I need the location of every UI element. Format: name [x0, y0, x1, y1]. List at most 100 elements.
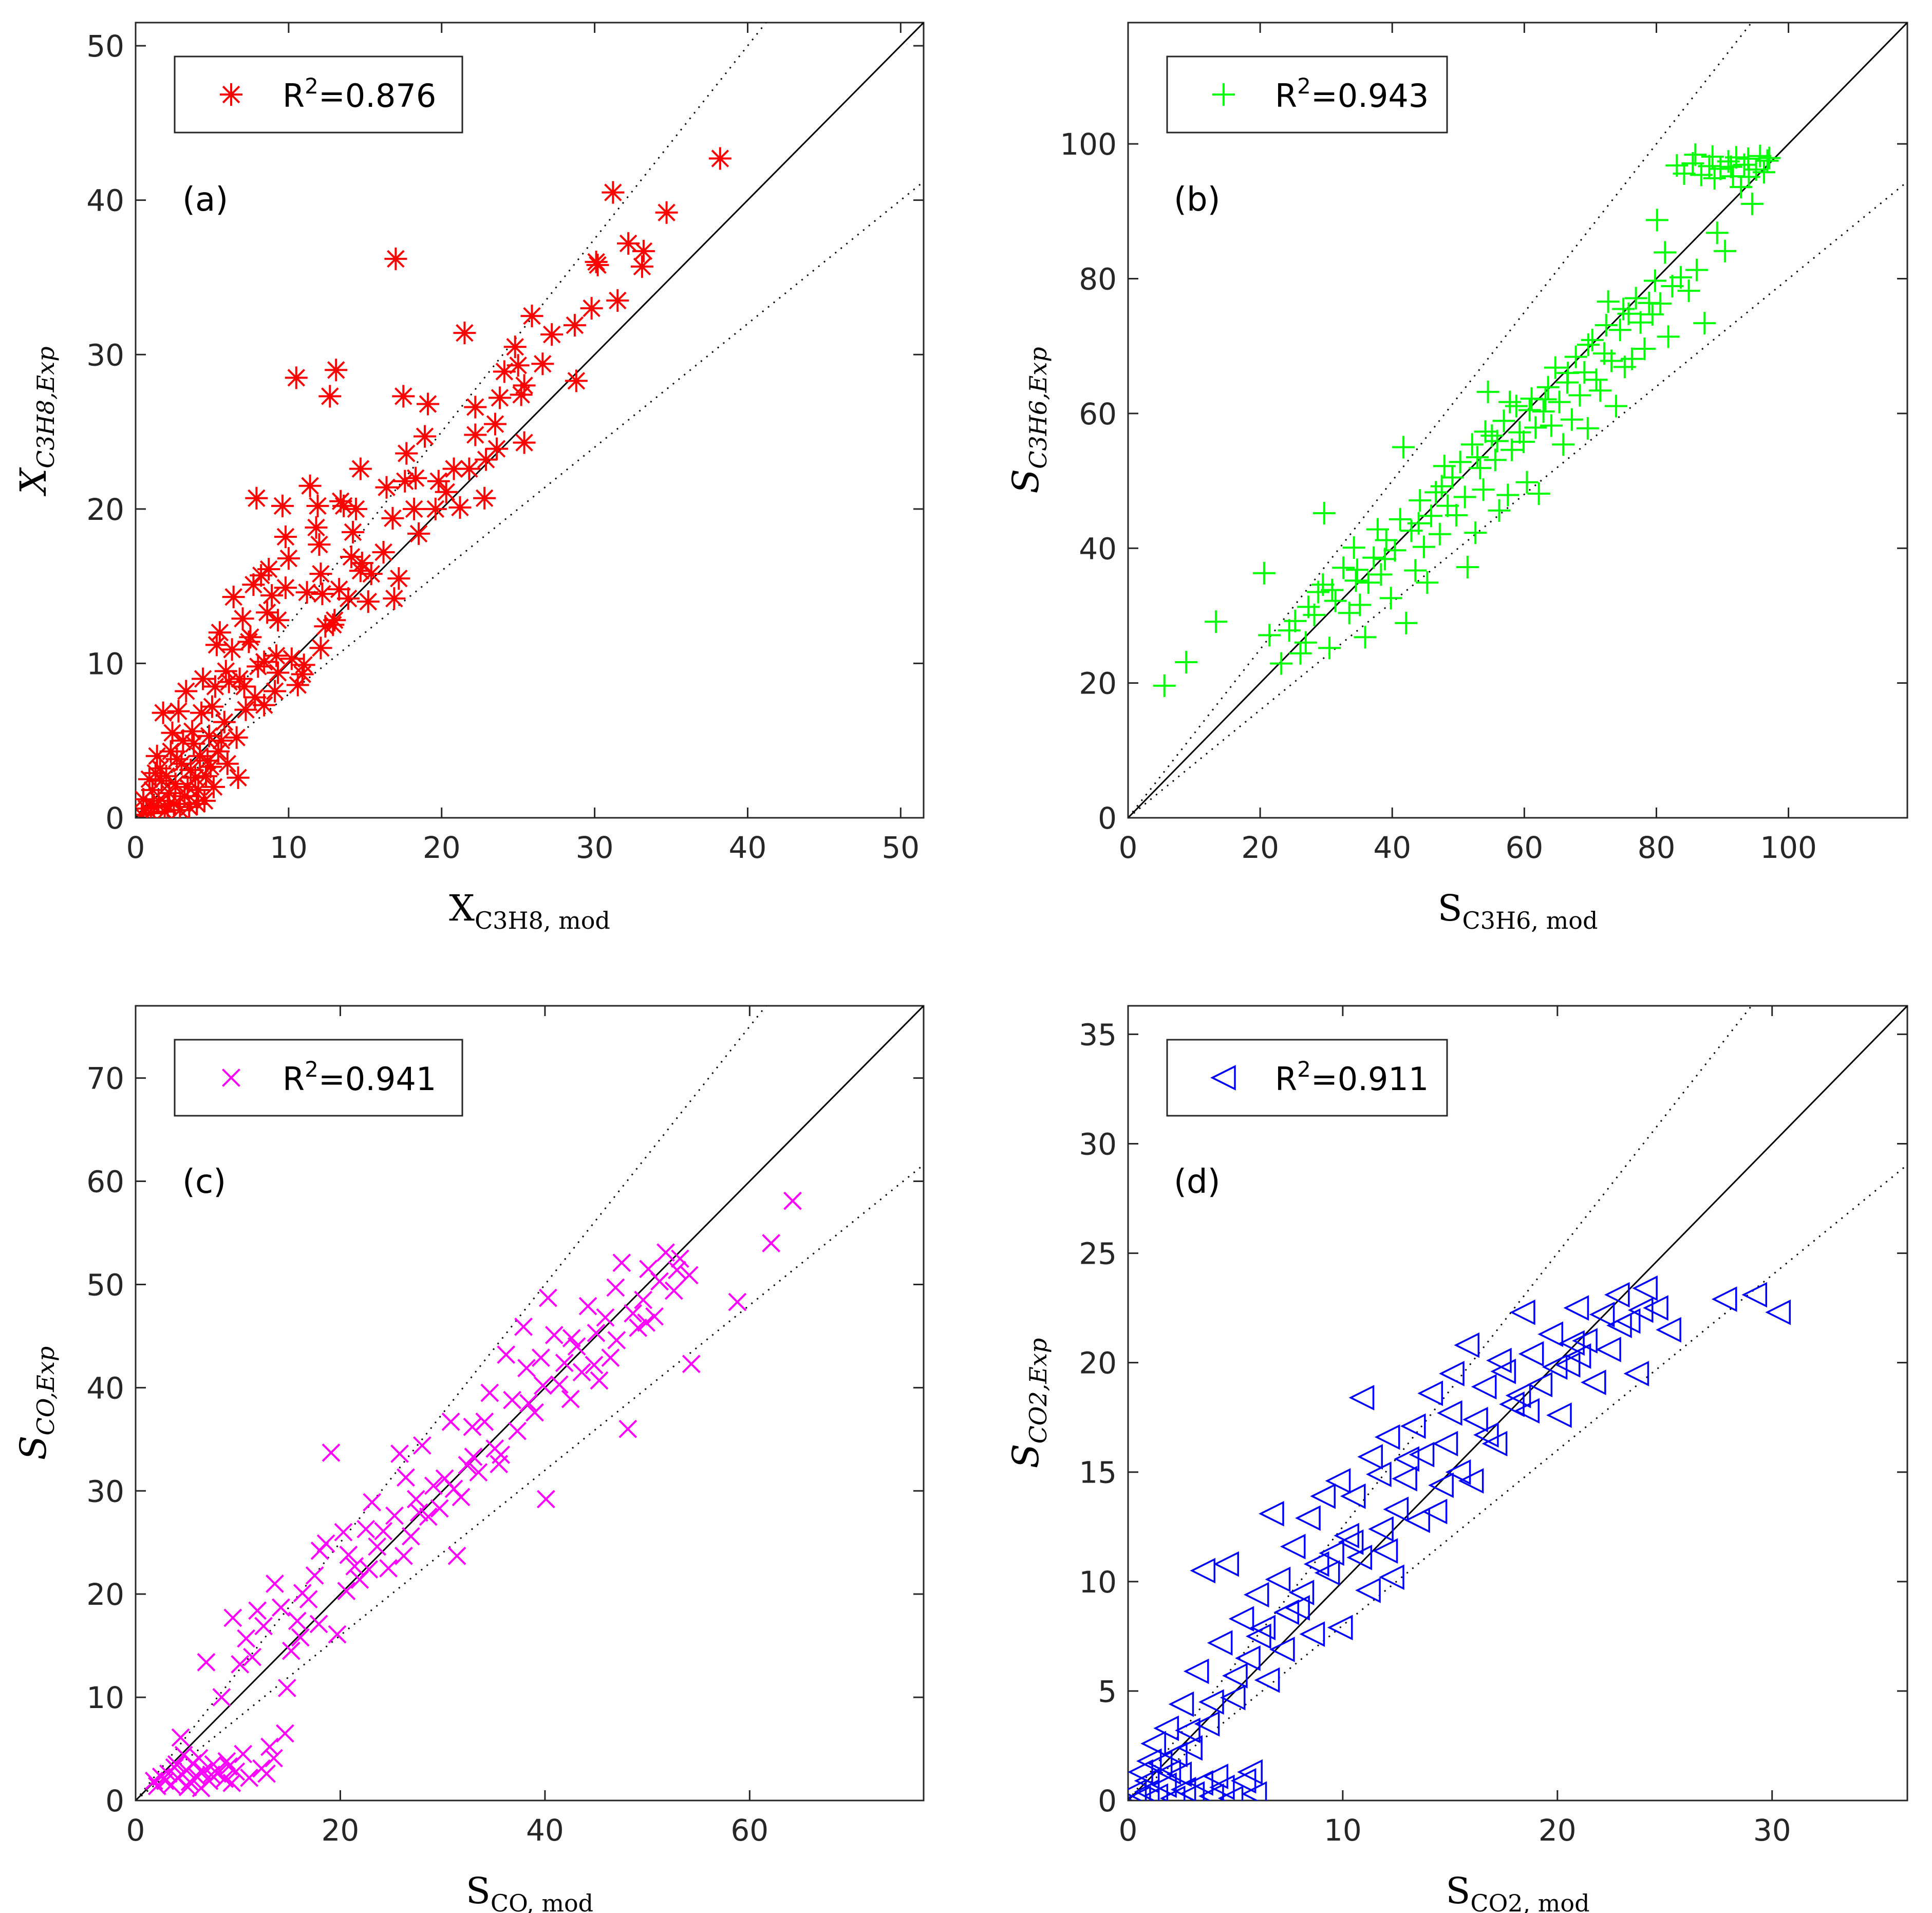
data-point [212, 1688, 231, 1707]
panel-tag: (d) [1174, 1163, 1221, 1201]
data-point [1753, 161, 1776, 184]
data-point [1252, 561, 1276, 585]
data-point [1677, 279, 1700, 303]
y-tick-label: 0 [1098, 1784, 1117, 1818]
data-point [1563, 1295, 1589, 1321]
x-tick-label: 20 [322, 1813, 360, 1848]
data-point [158, 781, 181, 804]
data-point [1284, 1595, 1310, 1621]
y-tick-label: 60 [1079, 397, 1117, 432]
legend-label-prefix: R [1275, 77, 1297, 115]
y-axis-label-sub: CO,Exp [32, 1346, 60, 1436]
data-point [205, 633, 228, 657]
y-tick-label: 35 [1079, 1017, 1117, 1052]
data-point [1294, 631, 1317, 654]
data-point [1681, 152, 1704, 175]
legend-label: R2=0.876 [283, 73, 436, 115]
data-point [1155, 1759, 1181, 1785]
data-point [607, 1331, 626, 1349]
x-axis-label-sub: CO, mod [491, 1889, 593, 1913]
data-point [606, 289, 629, 312]
data-series [136, 147, 731, 818]
data-point [1701, 145, 1724, 168]
data-point [337, 1582, 356, 1601]
data-point [234, 698, 257, 721]
data-point [1392, 1466, 1417, 1492]
data-point [1661, 274, 1684, 297]
data-point [196, 749, 219, 772]
data-point [1370, 563, 1393, 586]
x-tick-label: 0 [1119, 1813, 1138, 1848]
y-axis-label-sub: C3H8,Exp [32, 346, 60, 468]
legend-label-value: =0.941 [318, 1060, 436, 1098]
data-point [395, 442, 418, 465]
data-point [282, 1641, 301, 1660]
data-point [292, 653, 315, 677]
data-point [390, 1445, 409, 1463]
data-point [349, 559, 372, 583]
data-point [199, 755, 222, 778]
data-point [1532, 400, 1555, 423]
data-point [175, 680, 198, 703]
data-series [144, 1191, 802, 1797]
data-point [1741, 1282, 1768, 1308]
data-point [485, 437, 508, 460]
data-series [1128, 1275, 1791, 1801]
data-point [1597, 290, 1620, 313]
data-point [286, 673, 309, 697]
data-point [202, 1765, 221, 1784]
y-axis-label-main: X [12, 467, 54, 497]
data-point [1366, 518, 1389, 541]
data-point [219, 1757, 238, 1776]
data-point [1629, 311, 1652, 334]
data-point [1581, 328, 1604, 351]
data-point [1312, 502, 1336, 525]
data-point [562, 1329, 581, 1347]
data-point [1432, 1431, 1458, 1457]
data-point [344, 497, 367, 520]
data-point [407, 522, 430, 545]
data-point [1624, 287, 1647, 310]
x-tick-label: 50 [881, 830, 920, 865]
data-point [217, 670, 240, 693]
data-point [298, 474, 322, 497]
legend-box [174, 1039, 463, 1117]
data-point [1445, 1459, 1471, 1485]
data-point [430, 1499, 449, 1518]
data-point [1265, 1566, 1291, 1592]
data-point [237, 1629, 256, 1648]
data-point [1354, 626, 1377, 649]
data-point [488, 386, 511, 409]
y-tick-label: 0 [105, 801, 124, 836]
data-point [563, 314, 586, 337]
data-point [240, 1768, 259, 1787]
data-point [1303, 604, 1326, 627]
data-point [214, 660, 237, 683]
data-point [256, 601, 279, 624]
data-point [1246, 1623, 1271, 1649]
data-point [441, 1412, 460, 1431]
data-point [517, 1359, 536, 1378]
data-point [200, 695, 223, 718]
data-point [1612, 297, 1635, 321]
data-point [1194, 1711, 1220, 1737]
y-tick-label: 70 [86, 1061, 124, 1096]
data-point [223, 1608, 242, 1627]
data-point [555, 1354, 574, 1373]
data-point [1416, 571, 1439, 594]
data-point [1136, 1748, 1162, 1774]
data-point [1633, 337, 1656, 360]
data-point [1270, 652, 1293, 675]
x-tick-label: 20 [423, 830, 461, 865]
data-point [1540, 414, 1563, 437]
legend-label-prefix: R [283, 77, 305, 115]
data-point [536, 1490, 555, 1509]
data-point [783, 1191, 802, 1210]
y-axis-label: SCO,Exp [12, 1346, 60, 1460]
data-point [1469, 457, 1492, 480]
data-point [360, 562, 383, 586]
data-point [493, 360, 516, 383]
y-tick-label: 40 [86, 183, 124, 218]
data-point [1404, 559, 1427, 582]
